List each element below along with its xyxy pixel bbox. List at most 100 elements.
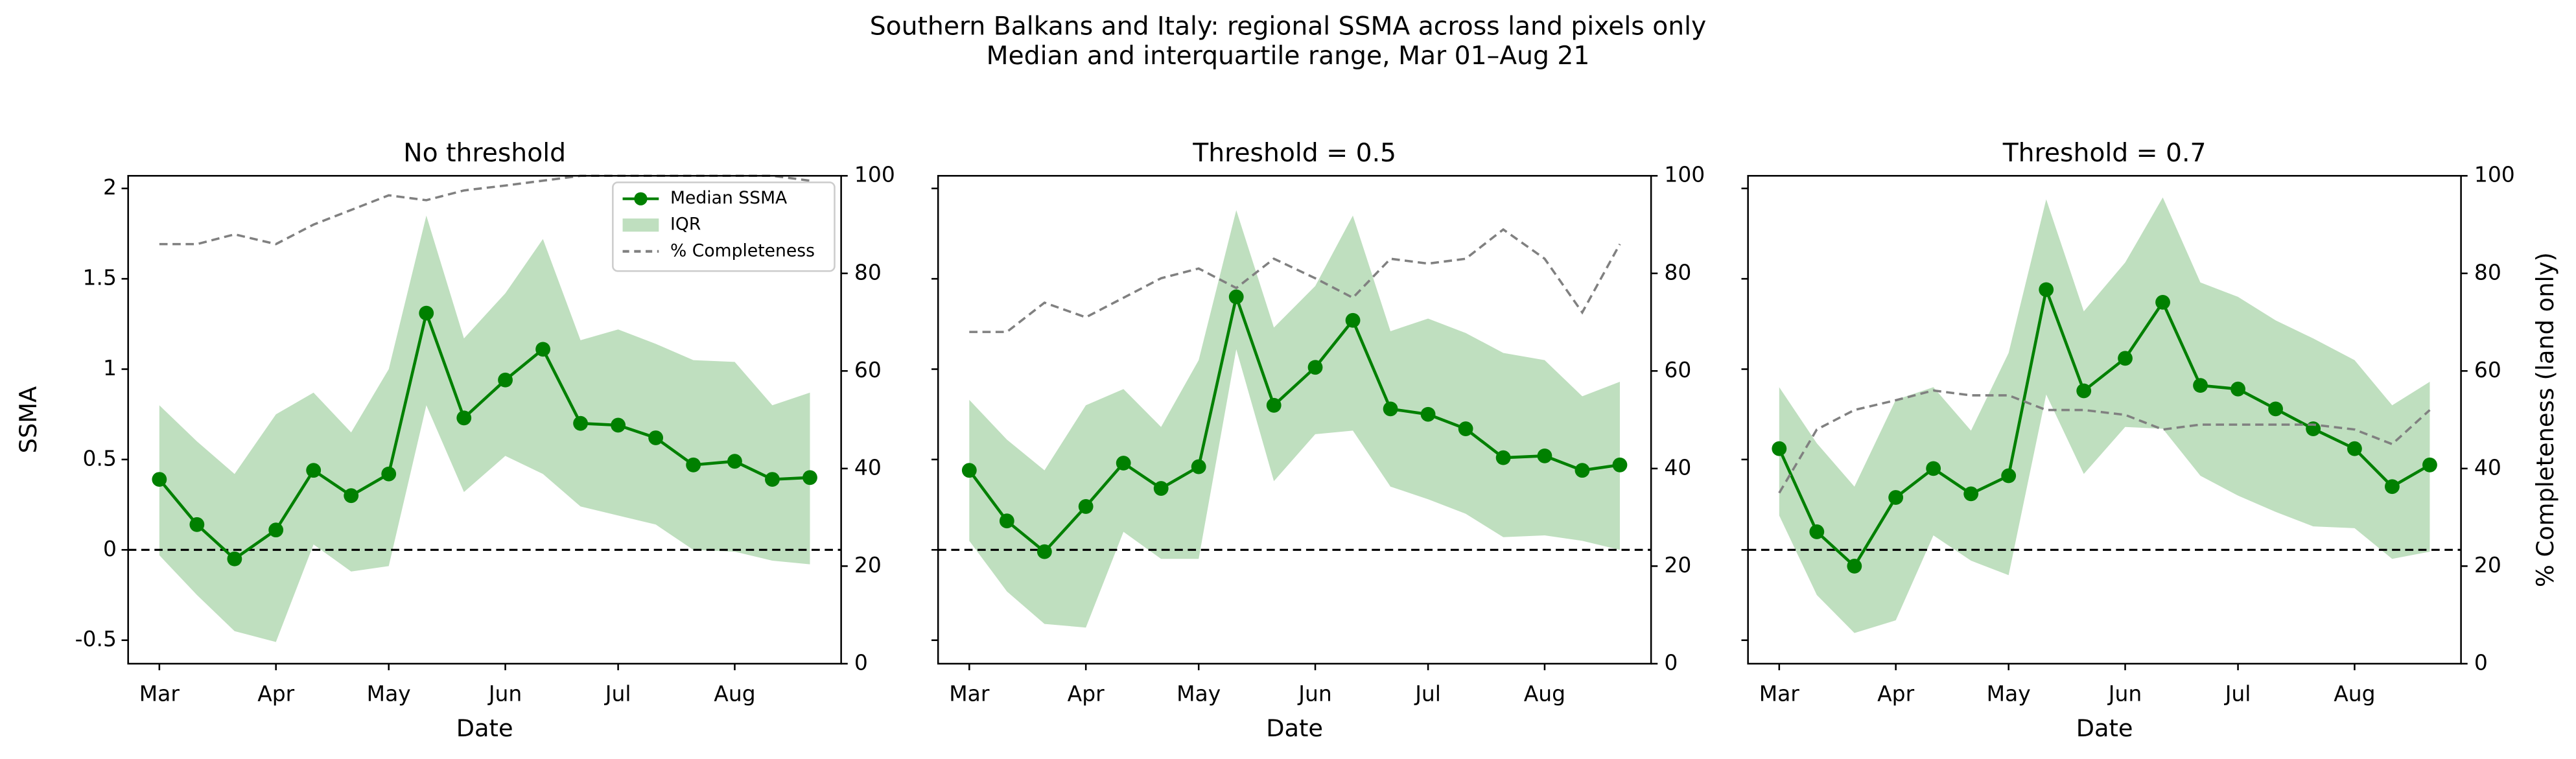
plot-frame [127, 174, 842, 665]
median-marker [727, 454, 742, 469]
x-tick-label: May [1177, 681, 1221, 706]
median-marker [1036, 544, 1052, 559]
median-marker [1116, 456, 1131, 471]
figure-title: Southern Balkans and Italy: regional SSM… [870, 12, 1707, 41]
completeness-line [1778, 389, 2431, 494]
median-marker [2039, 282, 2054, 298]
x-tick-label: Aug [1524, 681, 1565, 706]
y2-tick-label: 80 [1664, 259, 1691, 285]
median-marker [1458, 421, 1473, 436]
y-tick-label: 0 [103, 536, 117, 561]
median-marker [961, 463, 977, 478]
median-marker [1963, 486, 1979, 502]
y2-tick-label: 80 [854, 259, 882, 285]
median-marker [1888, 490, 1904, 505]
x-axis-label: Date [1266, 714, 1323, 742]
median-line [1777, 284, 2431, 568]
y-axis-label: SSMA [14, 386, 42, 453]
iqr-band [159, 215, 810, 642]
median-marker [765, 472, 780, 487]
x-axis-label: Date [456, 714, 513, 742]
figure-subtitle: Median and interquartile range, Mar 01–A… [987, 41, 1590, 71]
median-marker [1153, 481, 1169, 496]
panel-title: No threshold [403, 139, 566, 168]
y-tick-label: 1 [103, 355, 117, 380]
y2-tick-label: 100 [2474, 162, 2515, 187]
median-marker [1537, 448, 1552, 463]
y2-tick-label: 60 [854, 357, 882, 382]
y-tick-label: 1.5 [83, 265, 117, 290]
panel-title: Threshold = 0.5 [1192, 139, 1396, 168]
median-marker [2268, 401, 2283, 417]
y2-tick-label: 100 [854, 162, 895, 187]
y2-tick-label: 0 [2474, 649, 2488, 675]
median-marker [2385, 479, 2400, 495]
median-marker [573, 415, 589, 431]
y2-tick-label: 0 [854, 649, 868, 675]
plot-frame [937, 174, 1652, 665]
median-marker [306, 463, 322, 478]
y-tick-label: -0.5 [75, 626, 117, 651]
median-marker [1847, 559, 1862, 574]
legend-box [612, 181, 836, 272]
iqr-band [969, 210, 1620, 628]
median-marker [1809, 524, 1825, 539]
median-marker [2347, 441, 2362, 456]
median-marker [1228, 289, 1244, 305]
median-marker [1191, 459, 1206, 474]
median-marker [1420, 406, 1436, 422]
median-marker [456, 410, 472, 426]
y2-tick-label: 0 [1664, 649, 1678, 675]
y-tick-label: 0.5 [83, 445, 117, 471]
y2-tick-label: 20 [1664, 552, 1691, 578]
y2-axis-label: % Completeness (land only) [2531, 252, 2559, 587]
x-tick-label: Jul [604, 681, 631, 706]
x-axis-label: Date [2076, 714, 2133, 742]
median-marker [648, 430, 664, 445]
median-marker [611, 417, 626, 433]
median-marker [2422, 457, 2437, 473]
x-tick-label: Mar [1759, 681, 1800, 706]
y2-tick-label: 20 [2474, 552, 2501, 578]
median-marker [189, 517, 205, 532]
y-tick-label: 2 [103, 174, 117, 200]
median-marker [227, 551, 242, 566]
legend-marker [634, 192, 648, 205]
median-marker [1266, 397, 1282, 413]
median-marker [1495, 450, 1511, 465]
median-marker [535, 342, 550, 357]
median-marker [999, 513, 1014, 529]
plot-frame [1747, 174, 2462, 665]
x-tick-label: Apr [1877, 681, 1914, 706]
x-tick-label: Aug [714, 681, 755, 706]
median-marker [381, 466, 397, 482]
median-marker [686, 457, 701, 473]
legend-swatch [622, 218, 659, 232]
median-marker [1383, 401, 1398, 417]
iqr-band [1779, 197, 2430, 633]
y2-tick-label: 100 [1664, 162, 1705, 187]
median-marker [268, 522, 284, 538]
y2-tick-label: 40 [1664, 454, 1691, 480]
completeness-line [969, 228, 1621, 333]
y2-tick-label: 20 [854, 552, 882, 578]
median-marker [2118, 351, 2133, 366]
x-tick-label: Aug [2334, 681, 2375, 706]
x-tick-label: Mar [949, 681, 990, 706]
x-tick-label: Apr [1068, 681, 1105, 706]
median-marker [498, 372, 513, 388]
median-marker [1612, 457, 1628, 473]
x-tick-label: Jul [2224, 681, 2251, 706]
median-marker [419, 305, 434, 321]
median-marker [2155, 294, 2170, 310]
y2-tick-label: 80 [2474, 259, 2501, 285]
median-marker [1307, 360, 1323, 375]
x-tick-label: Jun [2107, 681, 2142, 706]
x-tick-label: May [1987, 681, 2031, 706]
x-tick-label: Jul [1414, 681, 1441, 706]
median-marker [1575, 463, 1590, 478]
x-tick-label: Apr [257, 681, 294, 706]
y2-tick-label: 40 [2474, 454, 2501, 480]
median-marker [2001, 468, 2017, 484]
